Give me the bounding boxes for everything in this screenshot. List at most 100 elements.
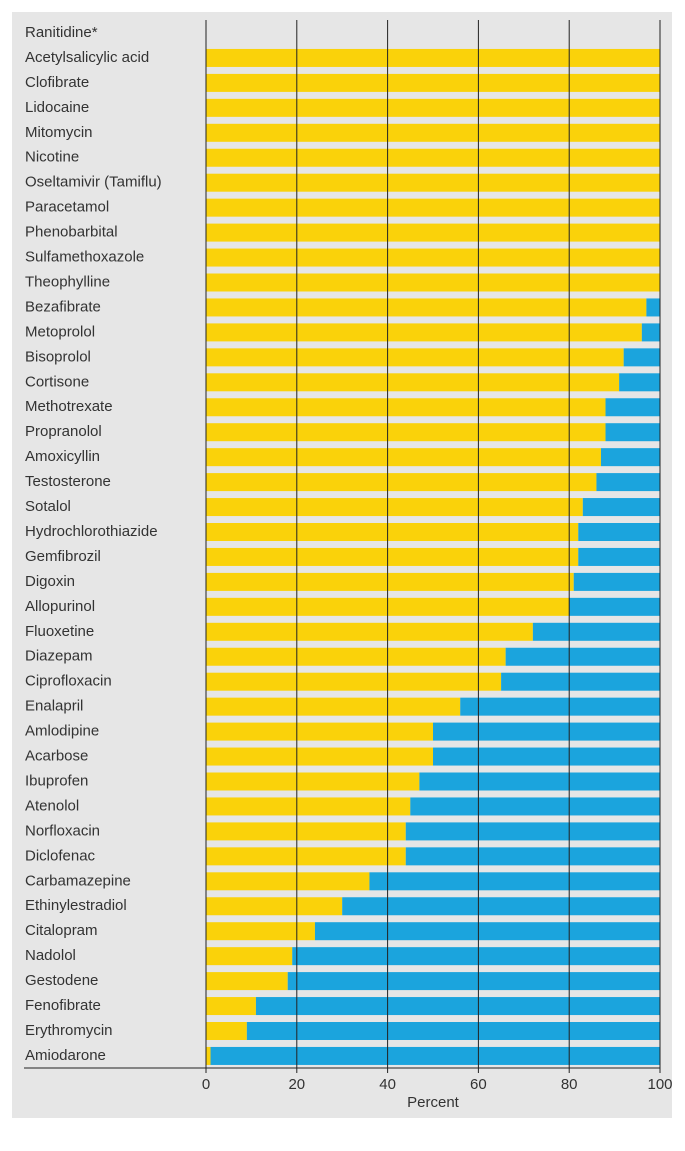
bar-segment [206,123,660,142]
bar-segment [206,897,343,916]
bar-segment [246,1022,661,1040]
category-label: Cortisone [25,373,89,390]
bar-segment [206,697,461,716]
bar-segment [596,473,660,492]
bar-segment [342,897,660,916]
category-label: Fluoxetine [25,623,94,640]
category-label: Gemfibrozil [25,548,101,565]
x-axis-title: Percent [407,1094,460,1111]
category-label: Nadolol [25,947,76,964]
bar-segment [206,647,506,666]
x-tick-label: 0 [202,1076,210,1093]
category-label: Propranolol [25,423,102,440]
bar-segment [206,622,533,641]
bar-segment [532,622,660,641]
category-label: Amiodarone [25,1047,106,1064]
bar-segment [206,473,597,492]
bar-segment [210,1046,661,1065]
bar-segment [292,947,660,966]
bar-segment [623,348,660,367]
bar-segment [419,772,660,791]
category-label: Nicotine [25,149,79,166]
bar-segment [206,323,642,342]
bar-segment [206,273,660,292]
bar-segment [206,523,579,541]
bar-segment [314,922,660,941]
bar-segment [206,398,606,417]
category-label: Mitomycin [25,124,93,141]
category-label: Metoprolol [25,323,95,340]
bar-segment [206,148,660,167]
category-label: Ranitidine* [25,24,98,41]
bar-segment [433,722,660,741]
bar-segment [206,947,293,966]
x-tick-label: 60 [470,1076,487,1093]
category-label: Hydrochlorothiazide [25,523,158,540]
bar-segment [206,373,620,392]
category-label: Allopurinol [25,598,95,615]
category-label: Clofibrate [25,74,89,91]
x-tick-label: 100 [647,1076,672,1093]
category-label: Atenolol [25,797,79,814]
category-label: Paracetamol [25,199,109,216]
category-label: Lidocaine [25,99,89,116]
category-label: Norfloxacin [25,822,100,839]
category-label: Oseltamivir (Tamiflu) [25,174,162,191]
bar-segment [206,1022,247,1040]
category-label: Ciprofloxacin [25,673,112,690]
bar-segment [600,448,660,467]
x-tick-label: 40 [379,1076,396,1093]
bar-segment [206,198,660,217]
category-label: Methotrexate [25,398,113,415]
category-label: Amlodipine [25,723,99,740]
bar-segment [206,872,370,891]
bar-segment [569,597,660,616]
bar-segment [582,498,660,517]
x-tick-label: 20 [288,1076,305,1093]
category-label: Bisoprolol [25,348,91,365]
bar-segment [255,997,660,1016]
bar-segment [206,797,411,816]
category-label: Ibuprofen [25,772,88,789]
category-label: Testosterone [25,473,111,490]
bar-segment [206,98,660,117]
category-label: Amoxicyllin [25,448,100,465]
bar-segment [573,572,660,591]
category-label: Ethinylestradiol [25,897,127,914]
category-label: Acetylsalicylic acid [25,49,149,66]
category-label: Erythromycin [25,1022,113,1039]
category-label: Diazepam [25,648,93,665]
bar-segment [206,822,406,841]
bar-segment [206,73,660,92]
bar-segment [206,572,574,591]
category-label: Fenofibrate [25,997,101,1014]
bar-segment [433,747,660,766]
bar-segment [578,523,660,541]
bar-segment [206,223,660,242]
bar-segment [501,672,660,691]
bar-segment [578,547,660,566]
category-label: Theophylline [25,273,110,290]
x-tick-label: 80 [561,1076,578,1093]
bar-segment [206,547,579,566]
bar-segment [206,747,433,766]
bar-segment [641,323,660,342]
bar-segment [206,1046,211,1065]
category-label: Sotalol [25,498,71,515]
bar-segment [369,872,660,891]
category-label: Carbamazepine [25,872,131,889]
bar-segment [646,298,660,317]
bar-segment [206,48,660,67]
bar-segment [206,348,624,367]
bar-segment [206,298,647,317]
bar-segment [619,373,660,392]
category-label: Phenobarbital [25,224,118,241]
category-label: Sulfamethoxazole [25,249,144,266]
bar-segment [206,922,315,941]
bar-segment [605,423,660,442]
bar-segment [206,423,606,442]
bar-segment [405,847,660,866]
bar-segment [206,248,660,267]
